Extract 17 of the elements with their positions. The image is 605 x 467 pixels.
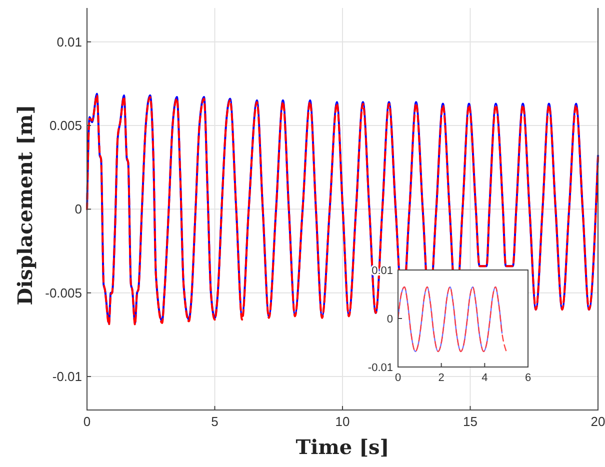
x-axis-title: Time [s]	[296, 435, 390, 459]
y-axis-title: Displacement [m]	[13, 104, 37, 306]
x-tick-label: 20	[590, 414, 605, 429]
x-tick-label: 4	[482, 372, 488, 384]
y-tick-label: -0.01	[368, 362, 393, 374]
y-tick-label: 0.01	[56, 34, 82, 50]
x-tick-label: 6	[524, 372, 532, 384]
x-tick-label: 10	[335, 414, 350, 429]
y-tick-label: -0.005	[45, 285, 82, 300]
x-tick-label: 5	[211, 414, 218, 429]
x-tick-label: 0	[394, 372, 402, 384]
x-tick-label: 15	[463, 414, 478, 429]
y-tick-label: 0	[74, 202, 82, 217]
y-tick-label: -0.01	[52, 369, 82, 384]
y-tick-label: 0.005	[49, 118, 82, 134]
y-tick-label: 0	[386, 313, 393, 326]
x-tick-label: 2	[438, 372, 444, 384]
